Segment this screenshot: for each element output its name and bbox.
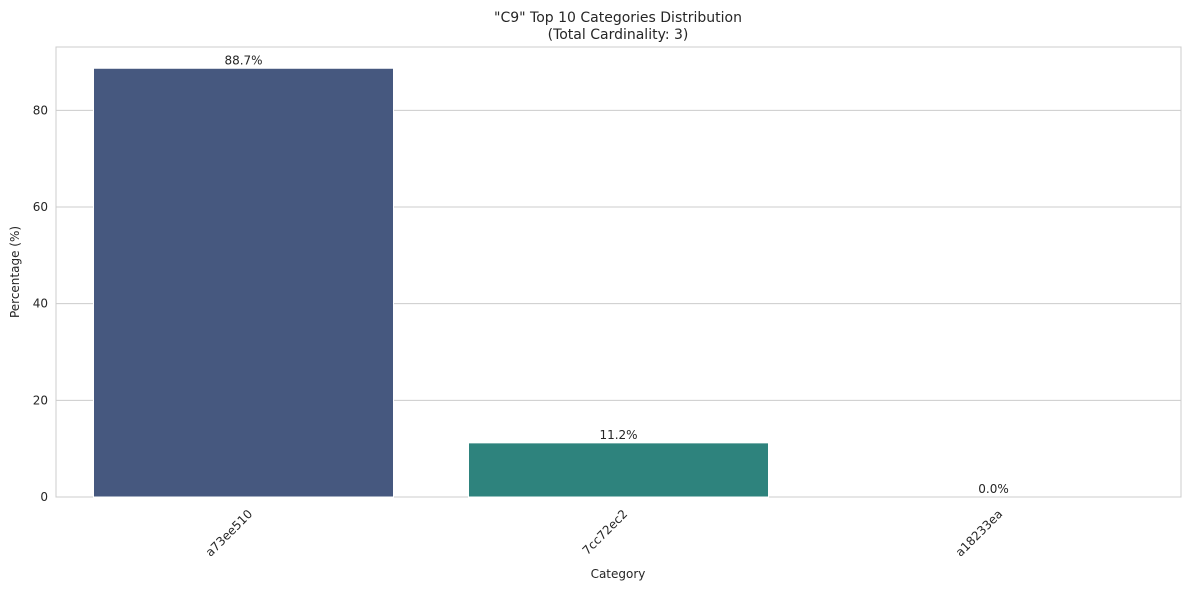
bar-value-label: 0.0% xyxy=(978,482,1009,496)
bar-7cc72ec2 xyxy=(468,442,769,498)
data-labels: 88.7% 11.2% 0.0% xyxy=(224,53,1008,496)
y-tick-label: 40 xyxy=(33,297,48,311)
bar-value-label: 88.7% xyxy=(224,53,262,67)
bar-a73ee510 xyxy=(93,67,394,498)
y-axis-ticks: 0 20 40 60 80 xyxy=(33,103,48,504)
x-tick-label: a73ee510 xyxy=(203,507,256,560)
y-axis-label: Percentage (%) xyxy=(8,226,22,318)
chart-title: "C9" Top 10 Categories Distribution xyxy=(494,10,742,26)
y-tick-label: 60 xyxy=(33,200,48,214)
x-axis-label: Category xyxy=(591,567,646,581)
chart-subtitle: (Total Cardinality: 3) xyxy=(548,27,689,43)
y-tick-label: 0 xyxy=(40,490,48,504)
x-tick-label: 7cc72ec2 xyxy=(580,507,631,558)
bar-value-label: 11.2% xyxy=(599,428,637,442)
bars xyxy=(93,67,769,498)
x-tick-label: a18233ea xyxy=(953,507,1006,560)
y-tick-label: 80 xyxy=(33,103,48,117)
x-axis-ticks: a73ee510 7cc72ec2 a18233ea xyxy=(203,507,1006,560)
y-tick-label: 20 xyxy=(33,393,48,407)
